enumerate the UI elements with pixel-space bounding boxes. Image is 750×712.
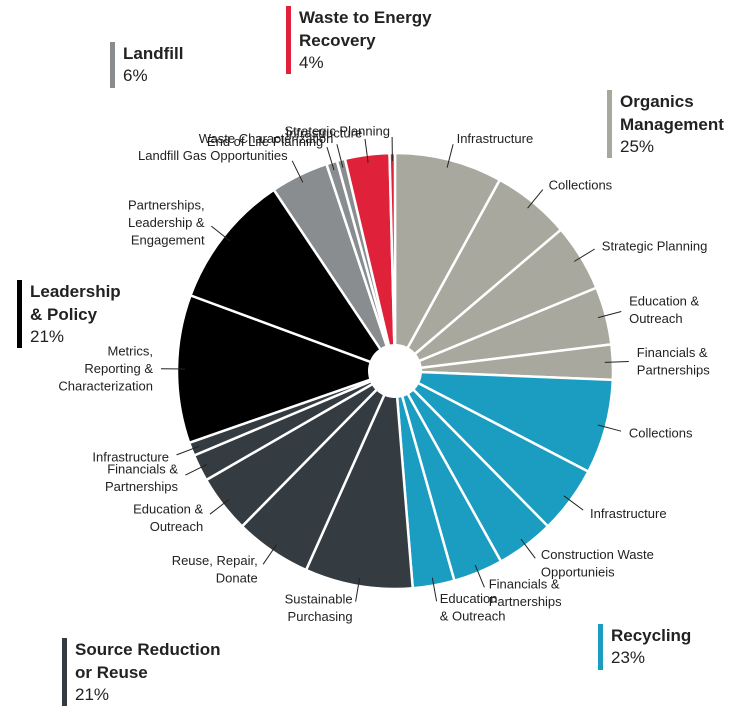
category-color-bar — [17, 280, 22, 348]
leader-line — [431, 577, 438, 602]
category-percent: 21% — [75, 685, 110, 704]
leader-line — [604, 361, 629, 363]
category-color-bar — [607, 90, 612, 158]
category-color-bar — [110, 42, 115, 88]
donut-center-hole — [368, 344, 422, 398]
slice-label: Reuse, Repair, Donate — [172, 553, 258, 586]
category-landfill: Landfill 6% — [110, 42, 184, 88]
slice-label: Collections — [549, 177, 613, 192]
category-waste-to-energy: Waste to Energy Recovery 4% — [286, 6, 432, 74]
category-percent: 23% — [611, 648, 646, 667]
category-leadership-policy: Leadership & Policy 21% — [17, 280, 121, 348]
slice-label: Infrastructure — [92, 450, 169, 465]
category-name: Waste to Energy Recovery — [299, 8, 432, 50]
leader-line — [573, 248, 595, 262]
leader-line — [446, 144, 454, 168]
slice-label: Strategic Planning — [602, 238, 708, 253]
leader-line — [326, 146, 335, 171]
category-recycling: Recycling 23% — [598, 624, 692, 670]
leader-line — [291, 160, 304, 183]
slice-label: Education & Outreach — [629, 294, 699, 327]
slice-label: Infrastructure — [590, 506, 667, 521]
slice-label: Infrastructure — [286, 126, 363, 141]
category-percent: 4% — [299, 53, 324, 72]
slice-label: Financials & Partnerships — [637, 345, 710, 378]
category-color-bar — [598, 624, 603, 670]
slice-label: Partnerships, Leadership & Engagement — [128, 197, 205, 247]
leader-line — [336, 144, 344, 168]
category-name: Source Reduction or Reuse — [75, 640, 221, 682]
slice-label: Education & Outreach — [440, 591, 506, 624]
leader-line — [520, 538, 536, 559]
slice-labels: Infrastructure Collections Strategic Plann… — [58, 124, 710, 624]
category-name: Organics Management — [620, 92, 724, 134]
slice-label: Waste Characterization — [199, 131, 334, 146]
category-source-reduction: Source Reduction or Reuse 21% — [62, 638, 220, 706]
leader-line — [185, 463, 208, 476]
leader-line — [364, 138, 369, 163]
category-color-bar — [286, 6, 291, 74]
leader-line — [355, 577, 361, 602]
category-percent: 21% — [30, 327, 65, 346]
slice-label: Financials & Partnerships — [489, 577, 562, 610]
leader-line — [474, 564, 485, 588]
category-percent: 6% — [123, 66, 148, 85]
category-name: Landfill — [123, 44, 184, 63]
leader-line — [176, 445, 200, 456]
category-name: Leadership & Policy — [30, 282, 121, 324]
leader-line — [563, 495, 584, 511]
leader-line — [209, 499, 230, 515]
leader-line — [597, 424, 622, 432]
slice-label: Education & Outreach — [133, 502, 203, 535]
pie-slices — [175, 151, 615, 591]
slice-label: Construction Waste Opportunieis — [541, 547, 654, 580]
leader-line — [527, 189, 544, 209]
category-organics-management: Organics Management 25% — [607, 90, 724, 158]
slice-label: Collections — [629, 425, 693, 440]
leader-line — [262, 544, 278, 565]
slice-label: Financials & Partnerships — [105, 462, 178, 495]
category-color-bar — [62, 638, 67, 706]
leader-line — [597, 311, 622, 319]
slice-label: End of Life Planning — [207, 134, 323, 149]
category-percent: 25% — [620, 137, 655, 156]
label-leader-lines — [160, 136, 629, 602]
category-name: Recycling — [611, 626, 692, 645]
slice-label: Sustainable Purchasing — [285, 591, 353, 624]
slice-label: Infrastructure — [457, 131, 534, 146]
slice-label: Metrics, Reporting & Characterization — [58, 344, 153, 394]
slice-label: Landfill Gas Opportunities — [138, 148, 288, 163]
leader-line — [210, 225, 231, 242]
slice-label: Strategic Planning — [284, 124, 390, 139]
